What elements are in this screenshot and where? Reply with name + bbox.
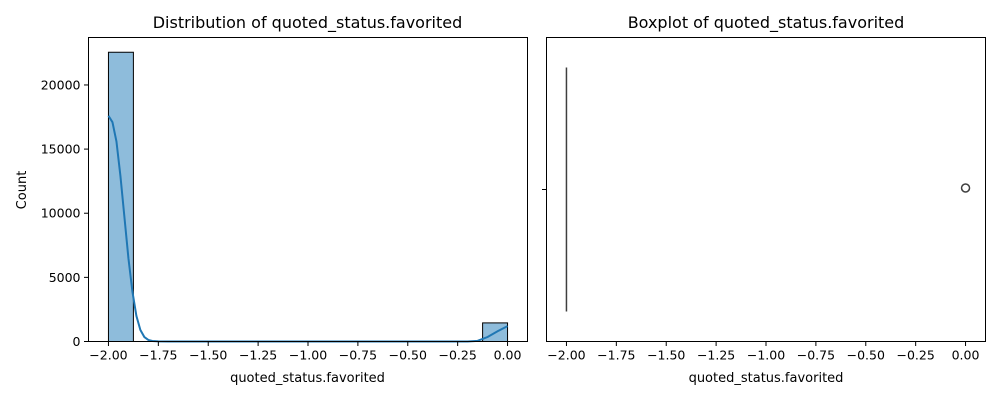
histogram-x-tick-label: −0.25 [439,348,477,363]
boxplot-x-tick-label: −1.50 [647,348,685,363]
histogram-ylabel: Count [15,171,30,210]
histogram-xlabel: quoted_status.favorited [230,371,385,386]
histogram-plot-frame [88,37,528,342]
histogram-x-tick-label: −0.75 [339,348,377,363]
histogram-x-tick-label: −1.50 [189,348,227,363]
histogram-x-tick-label: −0.50 [389,348,427,363]
boxplot-outlier [960,183,971,193]
histogram-y-tick-label: 0 [73,334,81,349]
histogram-y-tick-label: 15000 [41,142,81,157]
histogram-y-tick-label: 10000 [41,206,81,221]
boxplot-x-ticks: −2.00 −1.75 −1.50 −1.25 −1.00 −0.75 −0.50 −0.25… [547,341,980,363]
histogram-x-tick-label: −1.00 [289,348,327,363]
boxplot-x-tick-label: −1.25 [697,348,735,363]
histogram-x-ticks: −2.00 −1.75 −1.50 −1.25 −1.00 −0.75 −0.50 −0.25… [89,341,522,363]
boxplot-x-tick-label: −0.75 [797,348,835,363]
histogram-bars [107,51,509,343]
boxplot-xlabel: quoted_status.favorited [689,371,844,386]
histogram-x-tick-label: −1.75 [139,348,177,363]
boxplot-panel: Boxplot of quoted_status.favorited quote… [542,13,986,386]
boxplot-x-tick-label: −1.00 [747,348,785,363]
kde-curve [107,115,509,343]
boxplot-x-tick-label: −0.50 [847,348,885,363]
boxplot-x-tick-label: 0.00 [952,348,980,363]
histogram-panel: Distribution of quoted_status.favorited … [15,13,528,386]
boxplot-plot-frame [546,37,986,342]
boxplot-marks [565,67,971,312]
boxplot-x-tick-label: −2.00 [547,348,585,363]
histogram-title: Distribution of quoted_status.favorited [153,13,463,33]
histogram-x-tick-label: 0.00 [494,348,522,363]
histogram-y-ticks: 0 5000 10000 15000 20000 [41,77,89,349]
boxplot-title: Boxplot of quoted_status.favorited [628,13,905,33]
histogram-y-tick-label: 20000 [41,77,81,92]
histogram-bar-0 [107,51,134,342]
boxplot-x-tick-label: −1.75 [597,348,635,363]
histogram-x-tick-label: −2.00 [89,348,127,363]
boxplot-x-tick-label: −0.25 [897,348,935,363]
histogram-x-tick-label: −1.25 [239,348,277,363]
histogram-y-tick-label: 5000 [49,270,81,285]
